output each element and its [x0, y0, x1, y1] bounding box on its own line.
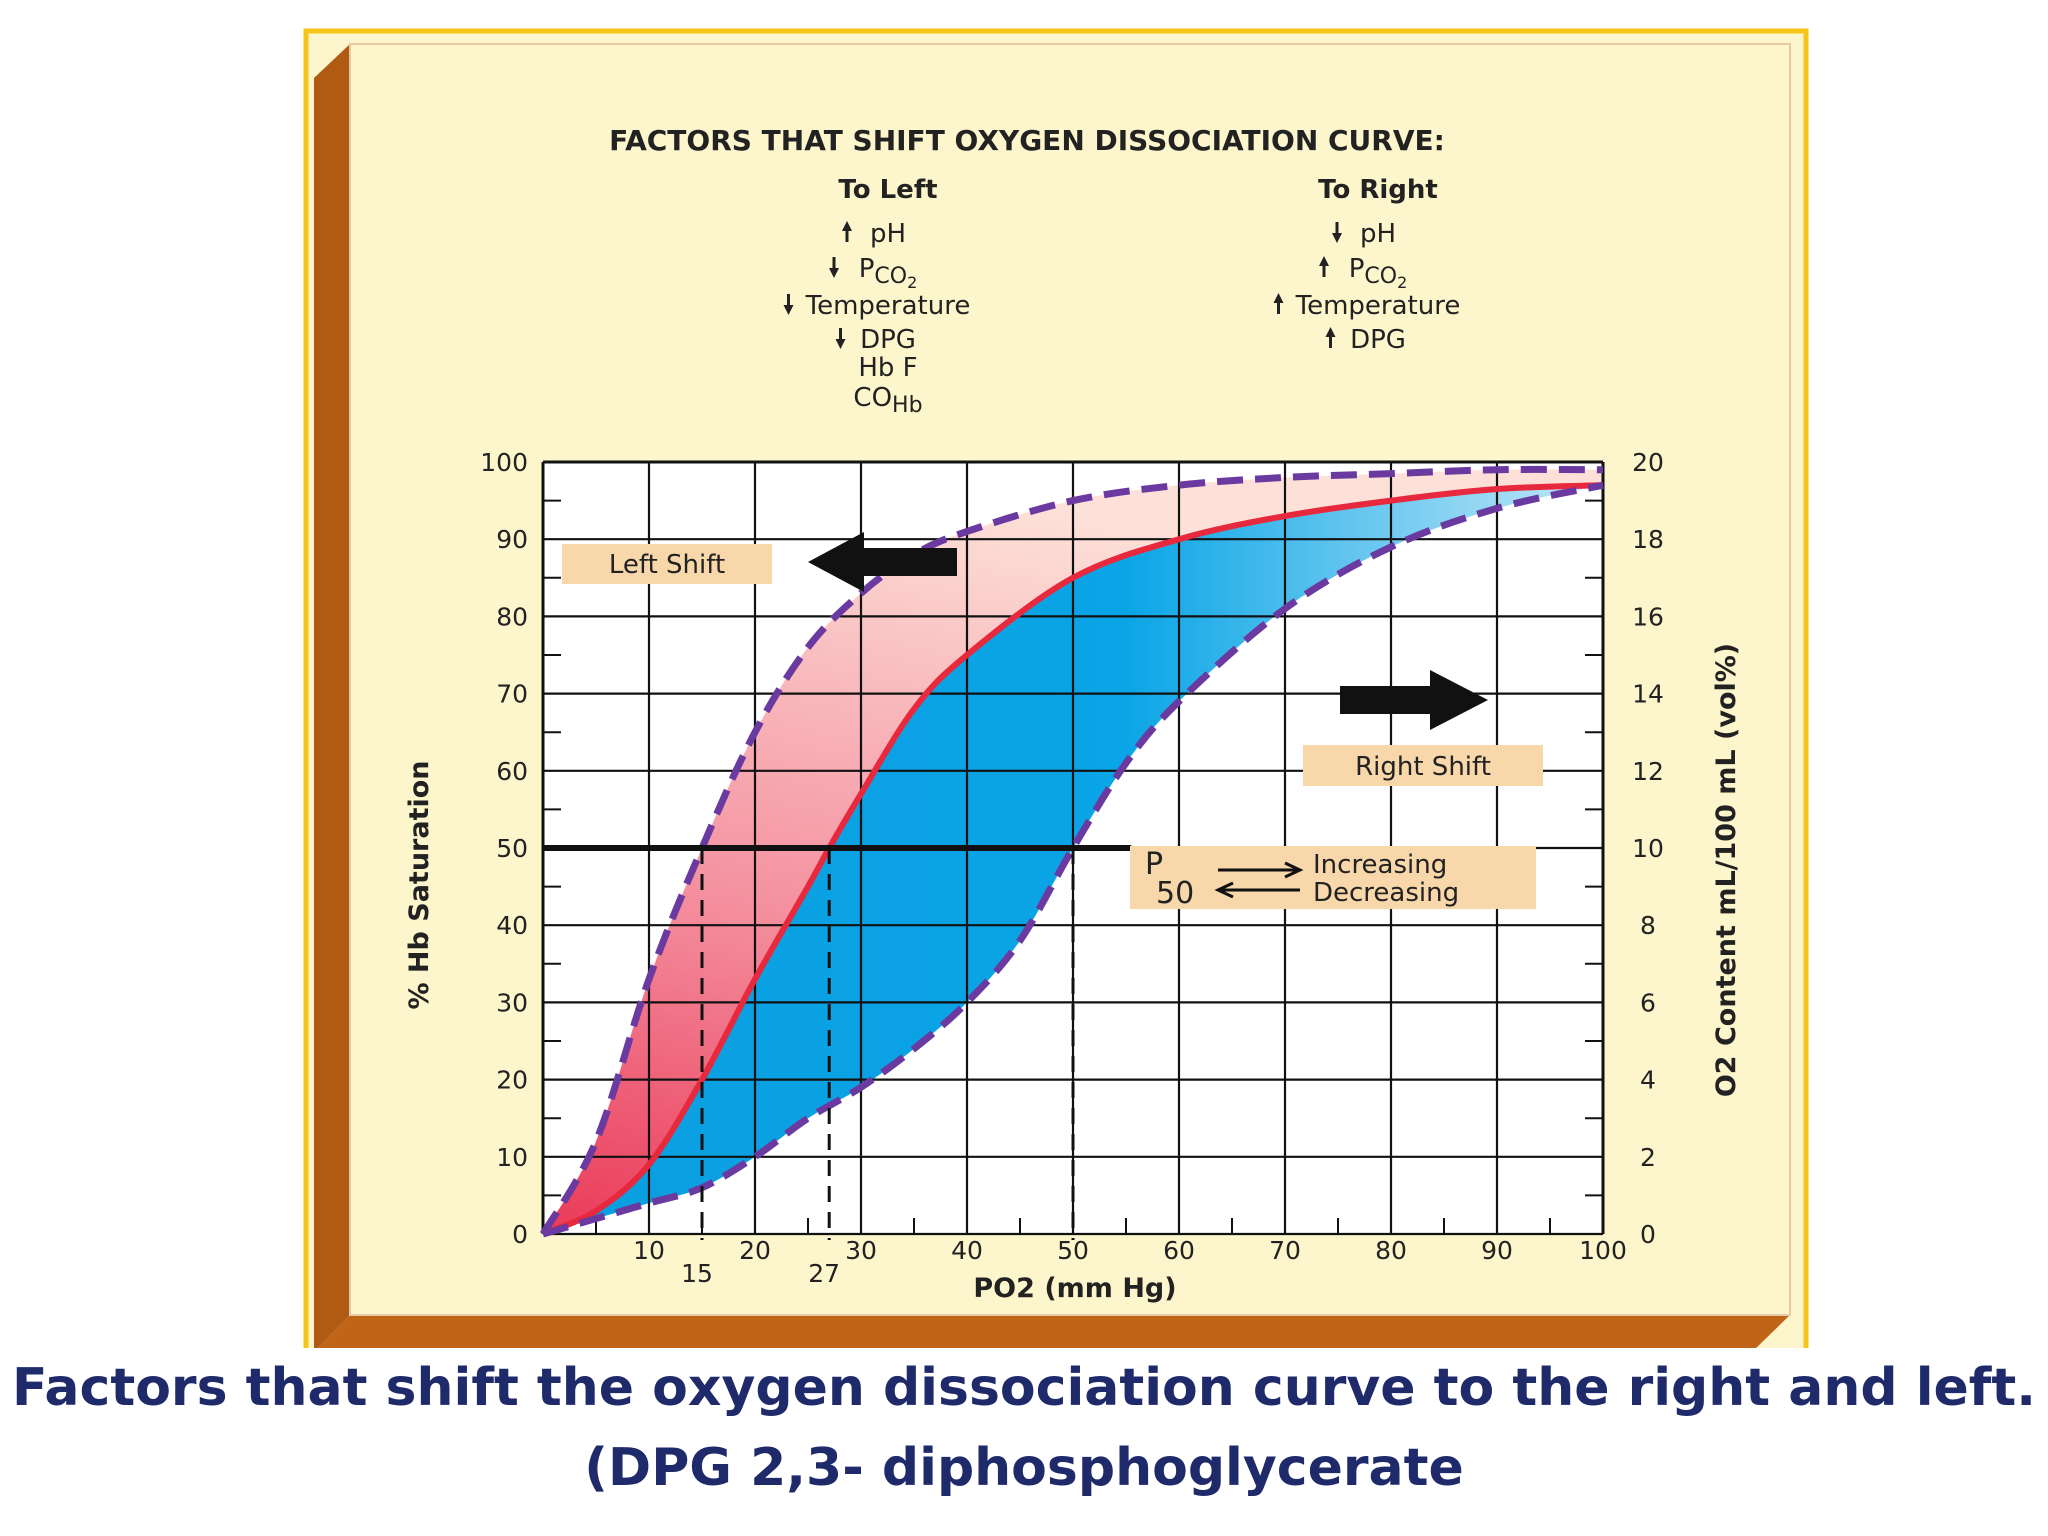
figure-caption: Factors that shift the oxygen dissociati…	[0, 1348, 2048, 1508]
arrow-up-icon	[1273, 293, 1284, 303]
left-shift-area	[543, 469, 1603, 1234]
decreasing-label: Decreasing	[1313, 878, 1459, 908]
factor-heading-right: To Right	[1318, 175, 1438, 205]
factor-left-3: DPG	[860, 325, 916, 355]
increasing-arrow-icon	[1218, 861, 1304, 879]
tick-labels: 0 10 20 30 40 50 60 70 80 90 100 0 2 4 6 8 10 12 14 16 18 20 1…	[480, 448, 1664, 1288]
arrow-down-icon	[829, 268, 839, 278]
x-tick-label: 90	[1481, 1236, 1513, 1265]
y-tick-label: 80	[496, 602, 528, 631]
y-tick-label: 90	[496, 525, 528, 554]
p50-marker-label: 15	[681, 1259, 713, 1288]
right-shift-label-box	[1303, 745, 1543, 786]
x-tick-label: 80	[1375, 1236, 1407, 1265]
y2-tick-label: 4	[1640, 1066, 1656, 1095]
panel-bevel-bottom	[317, 1315, 1790, 1348]
y-tick-label: 70	[496, 680, 528, 709]
p50-label-box	[1130, 846, 1536, 909]
arrow-up-icon	[1319, 256, 1329, 266]
arrow-up-icon	[1325, 327, 1336, 337]
right-shift-area	[543, 485, 1603, 1234]
chart-title: FACTORS THAT SHIFT OXYGEN DISSOCIATION C…	[609, 124, 1445, 157]
left-shift-label: Left Shift	[609, 550, 725, 580]
factor-left-4: Hb F	[858, 353, 917, 383]
y2-tick-label: 10	[1632, 834, 1664, 863]
curve-fills	[543, 469, 1603, 1234]
factor-left-0: pH	[870, 219, 906, 249]
left-arrow-icon	[808, 532, 957, 592]
arrow-down-icon	[835, 339, 846, 349]
panel-bevel-left	[314, 44, 350, 1348]
x-tick-label: 70	[1269, 1236, 1301, 1265]
y-tick-label: 20	[496, 1066, 528, 1095]
caption-line-1: Factors that shift the oxygen dissociati…	[11, 1358, 2037, 1418]
left-shift-label-box	[562, 544, 772, 584]
y-tick-label: 0	[512, 1220, 528, 1249]
right-shift-label: Right Shift	[1355, 752, 1491, 782]
y-tick-label: 30	[496, 988, 528, 1017]
x-tick-label: 60	[1163, 1236, 1195, 1265]
y-tick-label: 10	[496, 1143, 528, 1172]
x-tick-label: 40	[951, 1236, 983, 1265]
y2-tick-label: 18	[1632, 525, 1664, 554]
y-tick-label: 50	[496, 834, 528, 863]
y2-tick-label: 14	[1632, 680, 1664, 709]
y2-tick-label: 6	[1640, 988, 1656, 1017]
x-tick-label: 50	[1057, 1236, 1089, 1265]
y2-tick-label: 0	[1640, 1220, 1656, 1249]
y-axis-label: % Hb Saturation	[404, 760, 435, 1009]
y-tick-label: 100	[480, 448, 528, 477]
p50-marker-label: 27	[808, 1259, 840, 1288]
x-axis-label: PO2 (mm Hg)	[973, 1273, 1176, 1304]
x-tick-label: 10	[633, 1236, 665, 1265]
decreasing-arrow-icon	[1214, 881, 1300, 899]
y2-tick-label: 8	[1640, 911, 1656, 940]
y-tick-label: 60	[496, 757, 528, 786]
curve-normal	[541, 482, 1604, 1237]
factor-heading-left: To Left	[838, 175, 937, 205]
y-tick-label: 40	[496, 911, 528, 940]
x-tick-label: 20	[739, 1236, 771, 1265]
y2-tick-label: 12	[1632, 757, 1664, 786]
increasing-label: Increasing	[1313, 850, 1447, 880]
caption-line-2: (DPG 2,3- diphosphoglycerate	[584, 1438, 1464, 1498]
y2-axis-label: O2 Content mL/100 mL (vol%)	[1711, 643, 1742, 1097]
y2-tick-label: 16	[1632, 602, 1664, 631]
factor-left-2: Temperature	[805, 291, 971, 321]
p50-p-label: P	[1145, 847, 1163, 882]
y2-tick-label: 20	[1632, 448, 1664, 477]
factor-right-3: DPG	[1350, 325, 1406, 355]
factor-right-0: pH	[1360, 219, 1396, 249]
x-tick-label: 100	[1579, 1236, 1627, 1265]
arrow-up-icon	[842, 221, 852, 231]
plot-area: Left Shift Right Shift P50 IncreasingDecrea…	[539, 460, 1605, 1240]
arrow-down-icon	[1332, 233, 1342, 243]
x-tick-label: 30	[845, 1236, 877, 1265]
arrow-down-icon	[783, 305, 794, 315]
p50-num-label: 50	[1156, 876, 1194, 911]
factor-right-2: Temperature	[1295, 291, 1461, 321]
right-arrow-icon	[1340, 670, 1488, 730]
oxygen-dissociation-figure: FACTORS THAT SHIFT OXYGEN DISSOCIATION C…	[303, 28, 1809, 1348]
y2-tick-label: 2	[1640, 1143, 1656, 1172]
